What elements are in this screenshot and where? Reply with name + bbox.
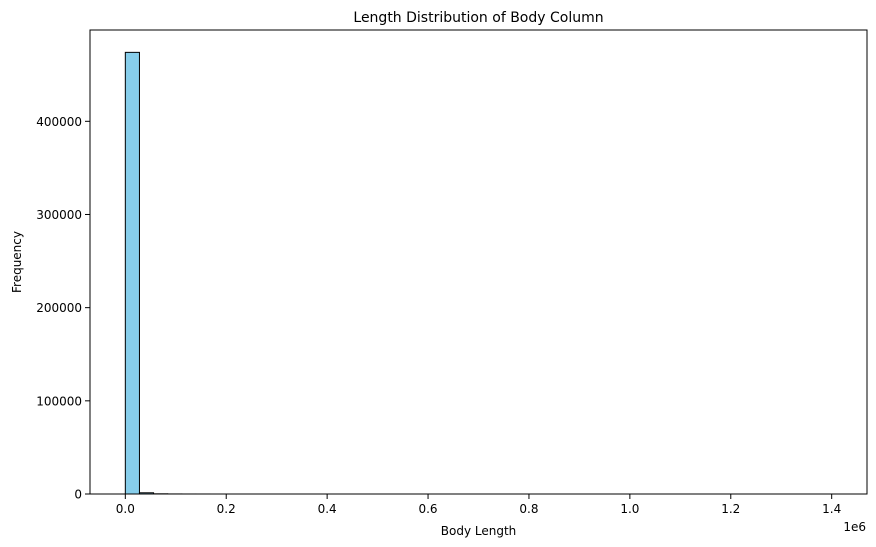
y-axis-label: Frequency — [10, 231, 24, 293]
x-tick-label: 1.2 — [721, 502, 740, 516]
x-tick-label: 0.4 — [318, 502, 337, 516]
x-tick-label: 0.2 — [217, 502, 236, 516]
x-tick-label: 1.4 — [822, 502, 841, 516]
x-tick-label: 1.0 — [620, 502, 639, 516]
x-axis-ticks: 0.0 0.2 0.4 0.6 0.8 1.0 1.2 1.4 — [116, 494, 841, 516]
bars-layer — [124, 51, 211, 495]
x-tick-label: 0.8 — [519, 502, 538, 516]
y-tick-label: 200000 — [36, 301, 82, 315]
y-tick-label: 300000 — [36, 208, 82, 222]
plot-area-frame — [89, 29, 868, 495]
chart-title: Length Distribution of Body Column — [353, 10, 603, 26]
y-tick-label: 0 — [74, 488, 82, 502]
x-tick-label: 0.6 — [418, 502, 437, 516]
y-tick-label: 400000 — [36, 115, 82, 129]
x-axis-label: Body Length — [441, 524, 517, 538]
x-axis-offset-label: 1e6 — [843, 520, 866, 534]
y-axis-ticks: 0 100000 200000 300000 400000 — [36, 115, 90, 502]
y-tick-label: 100000 — [36, 394, 82, 408]
histogram-bar — [124, 51, 140, 495]
x-tick-label: 0.0 — [116, 502, 135, 516]
